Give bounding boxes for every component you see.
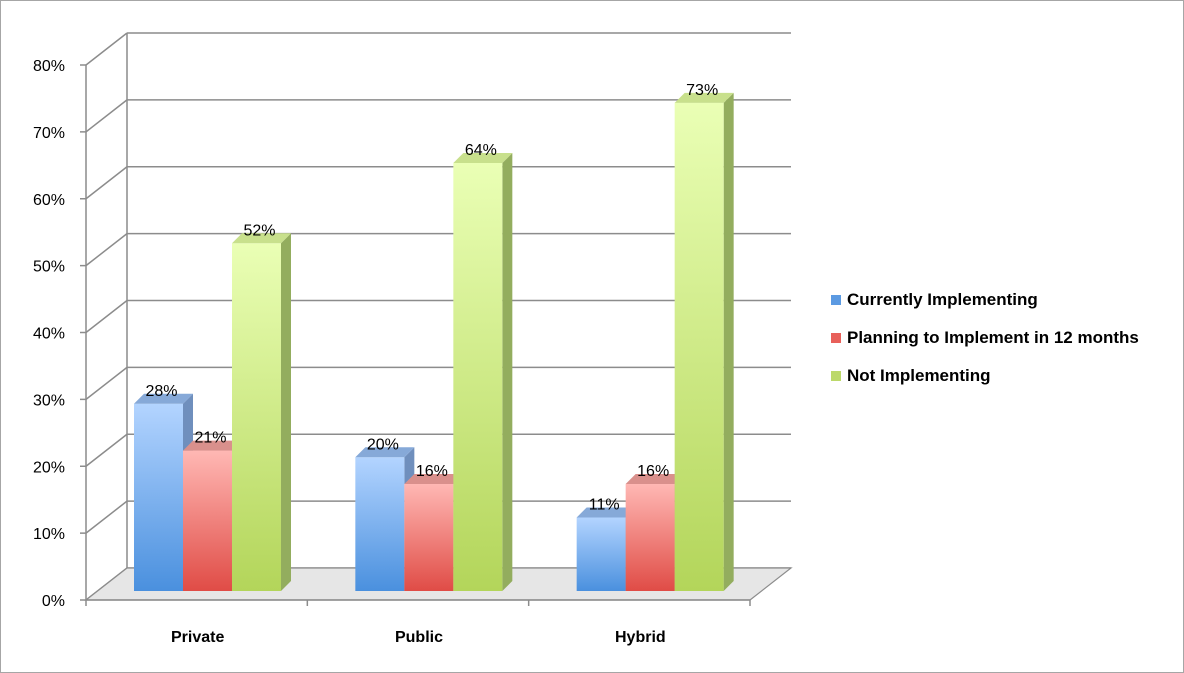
bar-top xyxy=(404,474,464,484)
y-tick-label: 20% xyxy=(33,459,65,476)
bar-top xyxy=(625,474,685,484)
bar xyxy=(183,450,232,591)
x-category-label: Hybrid xyxy=(615,629,666,646)
gridline-depth xyxy=(85,166,128,200)
bar xyxy=(404,484,454,591)
label-layer: 28% 21% 52% 20% 16% 64% 11% 16% 73% xyxy=(145,82,718,514)
data-label: 28% xyxy=(145,383,177,400)
gridline-depth xyxy=(85,366,128,400)
gridline-depth xyxy=(85,433,128,467)
gridline-depth xyxy=(85,233,128,267)
gridline-depth xyxy=(85,32,128,66)
data-label: 64% xyxy=(465,142,497,159)
y-tick-label: 0% xyxy=(42,593,65,610)
data-label: 52% xyxy=(243,222,275,239)
gridline-depth xyxy=(85,500,128,534)
bar-top xyxy=(232,233,291,244)
legend-label: Planning to Implement in 12 months xyxy=(847,328,1139,347)
data-label: 16% xyxy=(637,463,669,480)
bar xyxy=(355,457,405,591)
data-label: 11% xyxy=(589,496,620,513)
data-label: 20% xyxy=(367,436,399,453)
legend-swatch-red xyxy=(831,333,841,343)
x-category-label: Private xyxy=(171,629,224,646)
bar-chart-3d: 0% 10% 20% 30% 40% 50% 60% 70% 80% Private Public H… xyxy=(33,32,793,646)
data-label: 16% xyxy=(416,463,448,480)
bar-top xyxy=(576,507,636,518)
bar-layer xyxy=(134,92,734,591)
bar-top xyxy=(674,92,734,103)
x-category-label: Public xyxy=(395,629,443,646)
legend-swatch-green xyxy=(831,371,841,381)
bar-top xyxy=(355,447,415,458)
gridline-depth xyxy=(85,99,128,133)
bar xyxy=(232,243,281,591)
bar-top xyxy=(453,153,513,163)
bar-side xyxy=(502,153,513,591)
bar-top xyxy=(134,393,193,404)
y-tick-label: 30% xyxy=(33,392,65,409)
y-tick-label: 70% xyxy=(33,125,65,142)
data-label: 21% xyxy=(194,430,226,447)
bar-top xyxy=(183,440,242,451)
y-tick-label: 10% xyxy=(33,526,65,543)
y-tick-label: 80% xyxy=(33,58,65,75)
bar xyxy=(134,403,183,591)
y-tick-label: 40% xyxy=(33,326,65,343)
bar-side xyxy=(723,92,734,591)
data-label: 73% xyxy=(686,82,718,99)
legend-label: Not Implementing xyxy=(847,366,991,385)
y-tick-label: 60% xyxy=(33,192,65,209)
y-tick-label: 50% xyxy=(33,259,65,276)
legend-label: Currently Implementing xyxy=(847,290,1038,309)
bar xyxy=(674,102,724,591)
gridline-depth xyxy=(85,299,128,334)
legend-swatch-blue xyxy=(831,295,841,305)
bar xyxy=(576,517,626,591)
bar xyxy=(453,163,503,591)
bar xyxy=(625,484,675,591)
bar-side xyxy=(281,233,291,591)
